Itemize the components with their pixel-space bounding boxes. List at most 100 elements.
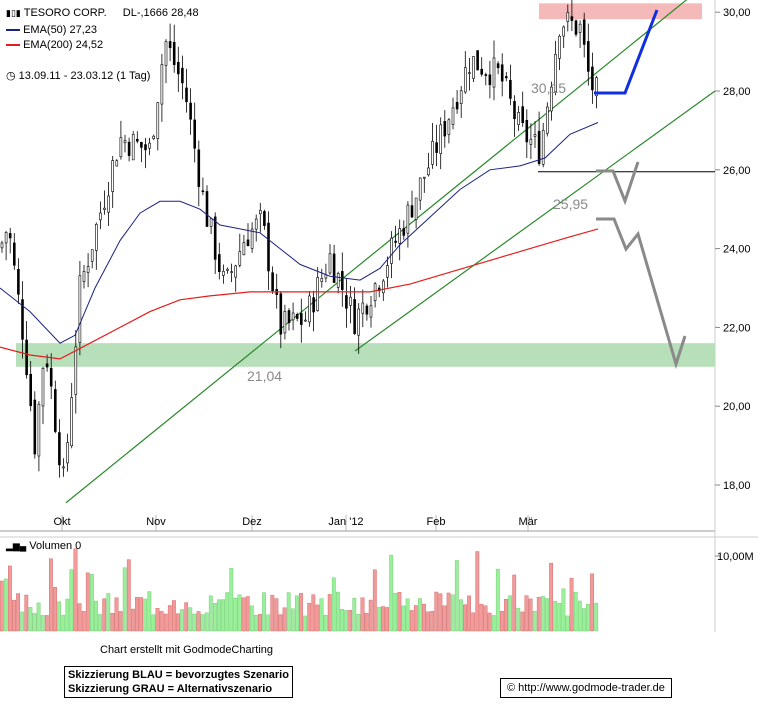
volume-bar bbox=[438, 593, 443, 632]
volume-bar bbox=[422, 603, 426, 632]
candle-down bbox=[189, 102, 192, 120]
volume-bar bbox=[393, 593, 398, 632]
x-tick-label: Feb bbox=[427, 516, 446, 528]
volume-bar bbox=[311, 594, 316, 632]
time-axis: Okt Nov Dez Jan '12 Feb Mär bbox=[53, 515, 538, 531]
volume-bar bbox=[487, 612, 492, 632]
volume-bar bbox=[20, 611, 25, 632]
volume-bar bbox=[520, 611, 525, 632]
volume-bar bbox=[290, 608, 295, 632]
candle-up bbox=[463, 67, 467, 93]
candle-down bbox=[509, 79, 512, 99]
volume-bar bbox=[586, 604, 590, 632]
volume-bar bbox=[483, 605, 488, 632]
candle-down bbox=[33, 399, 37, 455]
candle-up bbox=[119, 137, 123, 158]
volume-bar bbox=[274, 598, 279, 632]
volume-header: ▂▆▄ Volumen 0 bbox=[6, 539, 81, 553]
volume-bar bbox=[249, 605, 254, 632]
candle-up bbox=[357, 308, 361, 336]
volume-bar bbox=[446, 592, 451, 632]
volume-bar bbox=[57, 601, 62, 632]
volume-bar bbox=[442, 605, 447, 632]
candle-up bbox=[0, 242, 4, 249]
candle-up bbox=[373, 283, 377, 301]
candle-up bbox=[492, 57, 496, 88]
volume-bar bbox=[467, 595, 471, 632]
ema50-legend: EMA(50) 27,23 bbox=[6, 23, 97, 37]
instrument-header: ▮▯▮ TESORO CORP. DL-,1666 28,48 bbox=[6, 6, 199, 20]
volume-bar bbox=[32, 613, 37, 632]
candle-up bbox=[451, 107, 455, 125]
candle-down bbox=[500, 64, 504, 82]
y-tick-label: 22,00 bbox=[723, 322, 751, 334]
candle-up bbox=[234, 265, 237, 278]
candle-up bbox=[558, 35, 561, 59]
volume-bar bbox=[61, 615, 66, 632]
candle-down bbox=[205, 191, 209, 227]
volume-bar bbox=[151, 614, 156, 632]
volume-bar bbox=[582, 608, 586, 632]
volume-bar bbox=[463, 604, 467, 632]
source-url: http://www.godmode-trader.de bbox=[518, 682, 665, 694]
y-tick-label: 20,00 bbox=[723, 401, 751, 413]
candle-down bbox=[25, 339, 28, 376]
candle-down bbox=[476, 50, 479, 71]
volume-bar bbox=[139, 597, 143, 632]
candle-up bbox=[86, 266, 90, 273]
candle-up bbox=[427, 167, 430, 176]
x-tick-label: Mär bbox=[519, 516, 538, 528]
volume-bar bbox=[524, 595, 529, 632]
chart-credit: Chart erstellt mit GodmodeCharting bbox=[100, 644, 274, 656]
candle-down bbox=[267, 222, 270, 272]
grey-scenario-sketch-2 bbox=[596, 217, 687, 370]
volume-bar bbox=[364, 612, 369, 632]
candle-up bbox=[369, 305, 373, 318]
candle-up bbox=[123, 140, 127, 144]
scenario-legend: Skizzierung BLAU = bevorzugtes Szenario … bbox=[64, 666, 293, 698]
volume-icon: ▂▆▄ bbox=[6, 541, 27, 551]
candle-up bbox=[41, 368, 45, 407]
candle-down bbox=[402, 228, 406, 236]
volume-bar bbox=[81, 611, 86, 632]
resistance-zone bbox=[539, 3, 702, 20]
candle-down bbox=[496, 63, 500, 69]
instrument-title: TESORO CORP. bbox=[23, 7, 107, 19]
volume-bar bbox=[495, 568, 500, 632]
volume-bar bbox=[504, 599, 508, 632]
volume-bar bbox=[24, 594, 29, 632]
price-annotations: 30,15 25,95 21,04 bbox=[247, 80, 588, 384]
volume-bar bbox=[508, 595, 512, 632]
candle-up bbox=[160, 64, 164, 105]
volume-bar bbox=[307, 602, 312, 632]
candle-down bbox=[49, 367, 53, 387]
candle-up bbox=[222, 270, 225, 276]
candle-down bbox=[13, 242, 16, 266]
candle-down bbox=[332, 253, 336, 283]
candle-up bbox=[238, 251, 242, 266]
volume-bar bbox=[28, 607, 33, 632]
candle-up bbox=[148, 142, 151, 149]
volume-bar bbox=[69, 569, 74, 632]
y-tick-label: 30,00 bbox=[723, 7, 751, 19]
candle-up bbox=[74, 346, 78, 395]
candle-down bbox=[484, 74, 488, 76]
volume-bar bbox=[360, 597, 365, 632]
instrument-quote: DL-,1666 28,48 bbox=[122, 7, 199, 19]
ema-lines bbox=[0, 122, 599, 360]
source-link[interactable]: © http://www.godmode-trader.de bbox=[500, 678, 672, 698]
volume-bar bbox=[331, 577, 336, 632]
volume-bar bbox=[85, 572, 90, 632]
period-info: ◷ 13.09.11 - 23.03.12 (1 Tag) bbox=[6, 69, 150, 83]
volume-bar bbox=[233, 597, 238, 632]
volume-bar bbox=[171, 600, 176, 632]
candle-down bbox=[144, 144, 147, 151]
volume-bar bbox=[450, 594, 455, 632]
volume-bar bbox=[155, 608, 160, 632]
candle-down bbox=[29, 373, 33, 407]
candle-up bbox=[90, 249, 94, 262]
volume-bar bbox=[475, 551, 480, 632]
candle-up bbox=[308, 295, 311, 323]
volume-bar bbox=[397, 592, 402, 632]
candle-up bbox=[99, 212, 102, 221]
